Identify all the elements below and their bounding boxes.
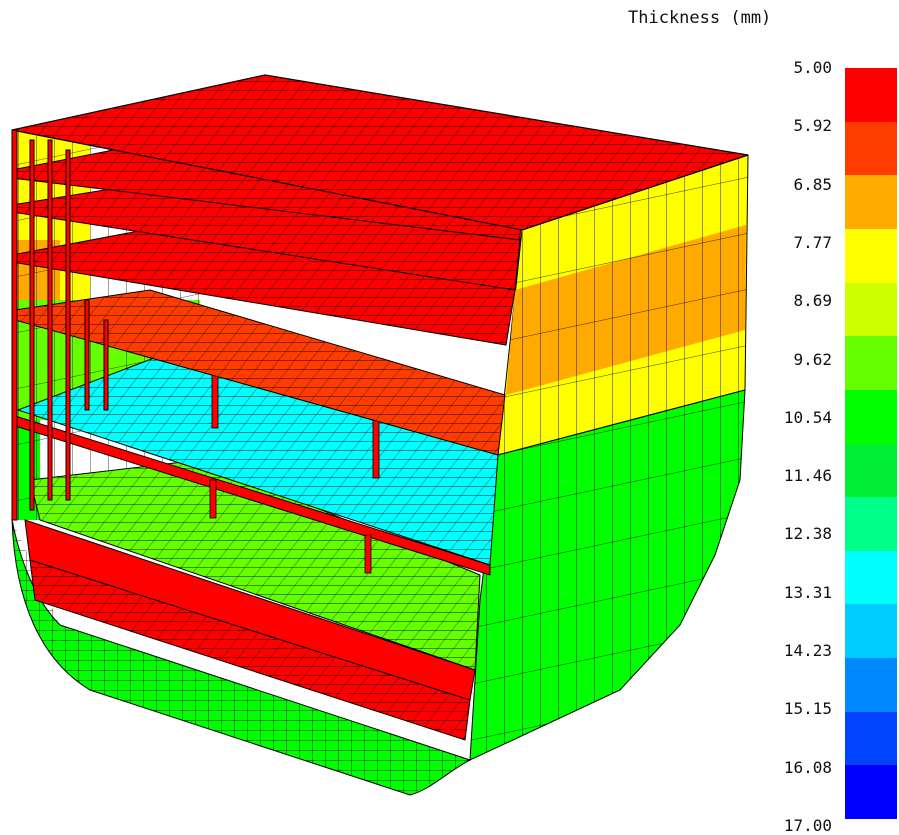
- legend-band: [845, 443, 897, 498]
- legend-band: [845, 175, 897, 230]
- legend-band: [845, 121, 897, 176]
- legend-band: [845, 550, 897, 605]
- legend-band: [845, 765, 897, 820]
- legend-tick-label: 9.62: [793, 349, 832, 369]
- legend-band: [845, 497, 897, 552]
- legend-tick-label: 7.77: [793, 232, 832, 252]
- legend-tick-label: 15.15: [783, 699, 832, 719]
- legend-band: [845, 604, 897, 659]
- legend-band: [845, 68, 897, 122]
- legend-band: [845, 336, 897, 391]
- legend-tick-label: 17.00: [783, 816, 832, 835]
- legend-band: [845, 282, 897, 337]
- legend-tick-label: 11.46: [783, 466, 832, 486]
- double-bottom-deck: [24, 519, 476, 741]
- legend-band: [845, 228, 897, 283]
- side-shell: [469, 154, 749, 761]
- thickness-color-scale: [845, 68, 897, 820]
- legend-tick-label: 5.00: [793, 58, 832, 77]
- legend-tick-label: 12.38: [783, 524, 832, 544]
- legend-title: Thickness (mm): [628, 8, 772, 28]
- legend-tick-label: 8.69: [793, 291, 832, 311]
- legend-band: [845, 389, 897, 444]
- legend-band: [845, 658, 897, 713]
- legend-tick-label: 13.31: [783, 582, 832, 602]
- legend-tick-label: 16.08: [783, 757, 832, 777]
- legend-tick-label: 6.85: [793, 174, 832, 194]
- upper-decks: [11, 74, 749, 346]
- legend-tick-label: 5.92: [793, 116, 832, 136]
- left-frames: [11, 129, 109, 521]
- legend-tick-label: 14.23: [783, 641, 832, 661]
- legend-band: [845, 711, 897, 766]
- legend-tick-label: 10.54: [783, 407, 832, 427]
